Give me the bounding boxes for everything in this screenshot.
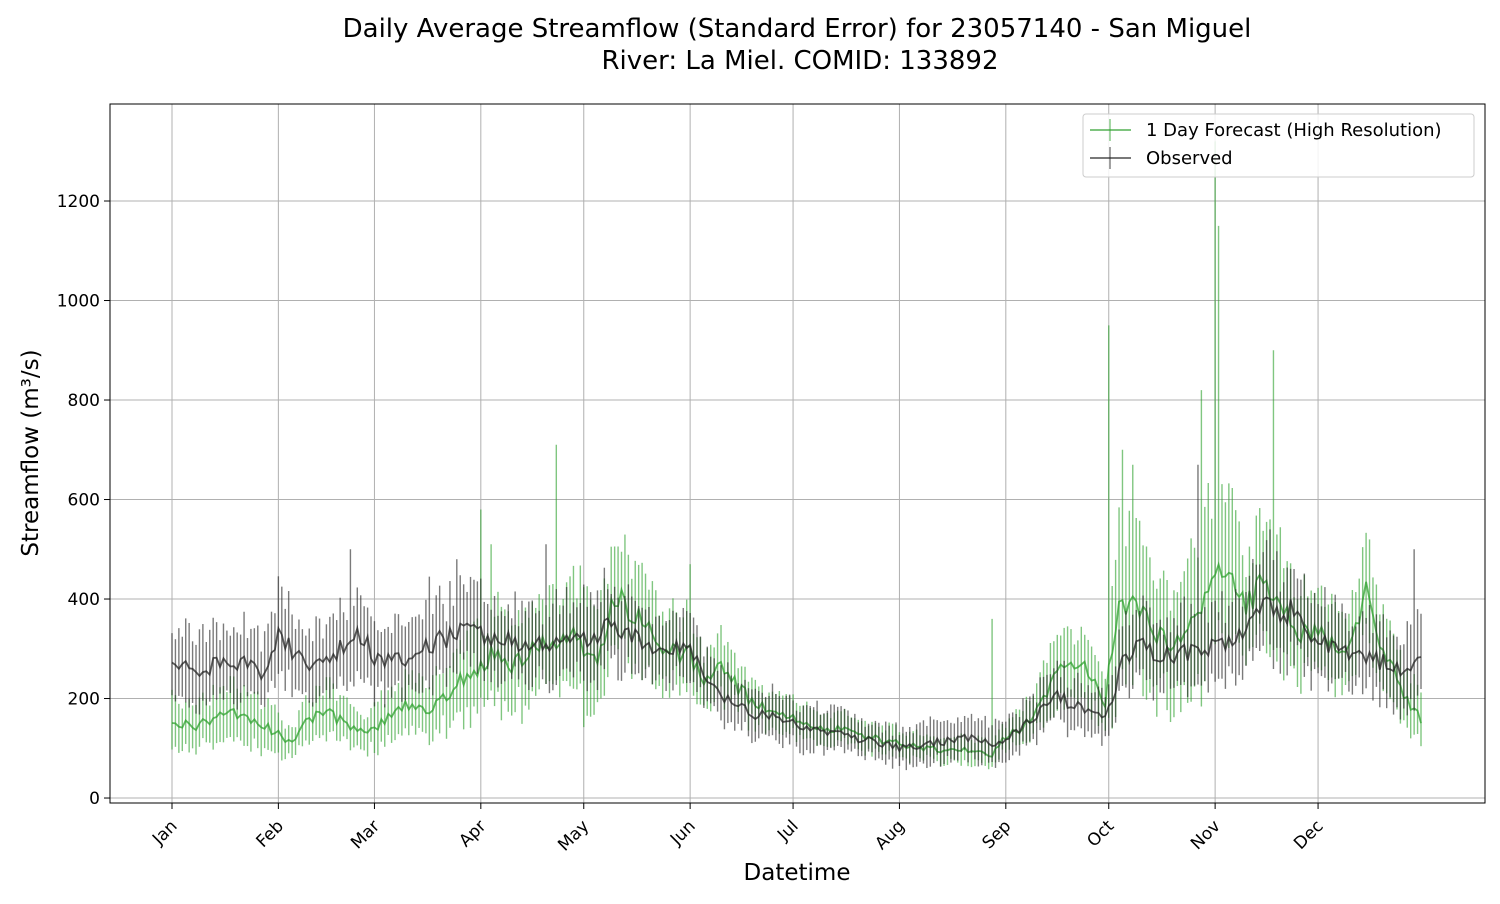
- y-tick-label: 400: [68, 590, 100, 610]
- legend-label-forecast: 1 Day Forecast (High Resolution): [1146, 120, 1442, 141]
- plot-area: [171, 141, 1422, 771]
- y-axis: 0 200 400 600 800 1000 1200: [57, 192, 110, 809]
- x-tick-label: Apr: [455, 816, 490, 851]
- x-tick-label: May: [554, 816, 593, 855]
- x-tick-label: Aug: [871, 816, 909, 854]
- x-tick-label: Jan: [148, 816, 181, 849]
- x-tick-label: Oct: [1083, 816, 1118, 851]
- x-axis-label: Datetime: [744, 860, 851, 886]
- series-forecast: [171, 141, 1422, 770]
- y-axis-label: Streamflow (m³/s): [18, 349, 44, 556]
- x-tick-label: Dec: [1290, 816, 1327, 853]
- x-axis: Jan Feb Mar Apr May Jun Jul Aug Sep Oct Nov Dec: [148, 803, 1328, 855]
- plot-frame: [109, 103, 1486, 804]
- chart-subtitle: River: La Miel. COMID: 133892: [601, 46, 998, 76]
- x-tick-label: Jul: [773, 816, 802, 845]
- legend-box: [1082, 113, 1475, 178]
- series-observed: [171, 464, 1422, 771]
- x-tick-label: Sep: [979, 816, 1016, 853]
- y-tick-label: 200: [68, 690, 100, 710]
- y-tick-label: 600: [68, 491, 100, 511]
- legend: 1 Day Forecast (High Resolution) Observe…: [1082, 113, 1475, 178]
- x-tick-label: Feb: [252, 816, 287, 851]
- y-tick-label: 800: [68, 391, 100, 411]
- x-tick-label: Nov: [1187, 816, 1225, 854]
- y-tick-label: 1200: [57, 192, 100, 212]
- x-tick-label: Mar: [347, 816, 384, 853]
- y-tick-label: 1000: [57, 292, 100, 312]
- chart-title: Daily Average Streamflow (Standard Error…: [343, 14, 1252, 44]
- y-tick-label: 0: [89, 789, 100, 809]
- series-line: [171, 596, 1422, 754]
- legend-label-observed: Observed: [1146, 148, 1233, 169]
- x-tick-label: Jun: [666, 816, 700, 850]
